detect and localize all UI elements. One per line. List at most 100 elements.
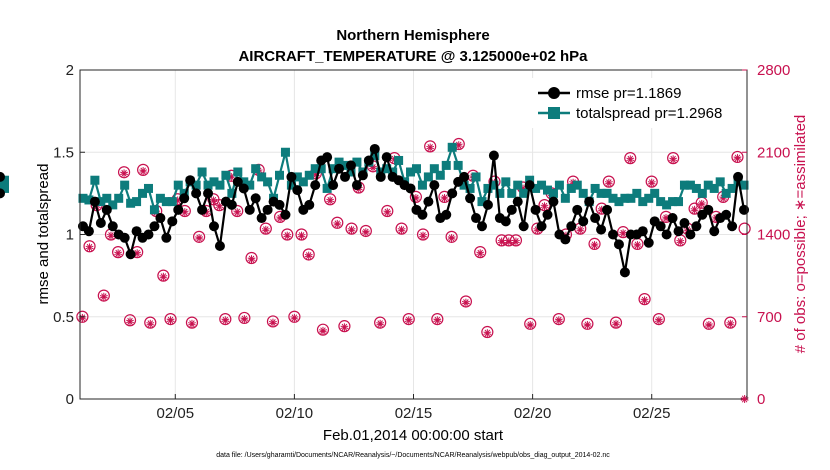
obs-assimilated-point <box>361 228 370 237</box>
totalspread-point <box>548 188 558 198</box>
obs-assimilated-point <box>626 155 635 164</box>
rmse-point <box>262 204 273 215</box>
obs-assimilated-point <box>576 225 585 234</box>
obs-possible-point <box>302 248 315 261</box>
obs-possible-point <box>316 323 330 336</box>
totalspread-point <box>572 180 582 190</box>
obs-assimilated-point <box>85 243 94 252</box>
obs-possible-point <box>76 310 89 323</box>
rmse-point <box>155 213 166 224</box>
obs-assimilated-point <box>612 319 620 328</box>
obs-assimilated-point <box>719 194 728 203</box>
obs-assimilated-point <box>633 241 642 250</box>
rmse-point <box>709 226 720 237</box>
rmse-point <box>572 204 583 215</box>
rmse-point <box>405 183 416 194</box>
obs-assimilated-point <box>540 202 549 211</box>
obs-possible-point <box>724 316 737 329</box>
obs-possible-point <box>509 234 523 247</box>
totalspread-point <box>406 167 416 177</box>
obs-assimilated-point <box>326 196 335 205</box>
rmse-point <box>328 180 339 191</box>
totalspread-point <box>161 197 171 207</box>
totalspread-point <box>531 183 541 193</box>
obs-possible-point <box>581 317 594 330</box>
totalspread-point <box>239 177 249 187</box>
rmse-point <box>310 180 321 191</box>
obs-assimilated-point <box>114 249 123 258</box>
totalspread-point <box>560 193 570 203</box>
rmse-point <box>131 226 142 237</box>
rmse-point <box>357 170 368 181</box>
totalspread-point <box>721 188 731 198</box>
obs-assimilated-point <box>99 292 108 301</box>
totalspread-point <box>489 180 499 190</box>
y-left-tick-label: 1.5 <box>53 144 74 161</box>
rmse-point <box>739 204 750 215</box>
totalspread-point <box>602 188 612 198</box>
obs-possible-point <box>688 202 701 215</box>
obs-assimilated-point <box>447 234 456 243</box>
footnote: data file: /Users/gharamti/Documents/NCA… <box>216 452 610 459</box>
rmse-point <box>149 221 160 232</box>
rmse-point <box>208 221 219 232</box>
rmse-point <box>679 217 690 228</box>
rmse-point <box>185 175 196 186</box>
rmse-point <box>250 193 261 204</box>
rmse-point <box>465 193 476 204</box>
totalspread-point <box>328 164 338 174</box>
obs-possible-point <box>259 222 272 235</box>
obs-possible-point <box>123 314 137 327</box>
obs-possible-point <box>219 313 232 326</box>
totalspread-point <box>477 197 487 207</box>
totalspread-point <box>155 193 165 203</box>
y-left-tick-label: 2 <box>66 62 74 79</box>
totalspread-point <box>263 177 273 187</box>
obs-assimilated-point <box>107 231 115 240</box>
totalspread-point <box>471 172 481 182</box>
totalspread-point <box>304 170 314 180</box>
rmse-point <box>584 196 595 207</box>
obs-possible-point <box>374 316 387 329</box>
x-tick-label: 02/20 <box>514 405 552 422</box>
y-left-tick-label: 1 <box>66 227 74 244</box>
obs-assimilated-point <box>340 323 349 332</box>
obs-assimilated-point <box>404 316 413 325</box>
obs-possible-point <box>295 228 308 241</box>
obs-possible-point <box>645 175 658 188</box>
obs-assimilated-point <box>426 143 435 152</box>
obs-possible-point <box>638 293 651 306</box>
totalspread-point <box>382 164 392 174</box>
totalspread-point <box>114 193 124 203</box>
obs-assimilated-point <box>290 313 299 322</box>
obs-assimilated-point <box>347 225 356 234</box>
totalspread-point <box>90 175 100 185</box>
obs-assimilated-point <box>419 231 427 240</box>
obs-assimilated-point <box>654 316 663 325</box>
rmse-point <box>119 232 130 243</box>
rmse-point <box>280 209 291 220</box>
totalspread-point <box>191 180 201 190</box>
totalspread-point <box>286 180 296 190</box>
rmse-point <box>238 183 249 194</box>
totalspread-point <box>173 180 183 190</box>
totalspread-point <box>608 193 618 203</box>
rmse-point <box>512 196 523 207</box>
obs-possible-point <box>245 251 258 265</box>
obs-possible-point <box>652 313 665 326</box>
obs-possible-point <box>288 310 301 323</box>
totalspread-point <box>590 183 600 193</box>
totalspread-point <box>703 180 713 190</box>
obs-possible-point <box>144 316 157 329</box>
obs-possible-point <box>157 269 170 282</box>
rmse-point <box>703 204 714 215</box>
rmse-point <box>274 199 285 210</box>
rmse-point <box>673 226 684 237</box>
rmse-point <box>566 221 577 232</box>
obs-assimilated-point <box>676 237 685 246</box>
obs-assimilated-point <box>640 296 649 305</box>
rmse-point <box>0 171 5 182</box>
rmse-point <box>560 234 571 245</box>
rmse-point <box>369 143 380 154</box>
